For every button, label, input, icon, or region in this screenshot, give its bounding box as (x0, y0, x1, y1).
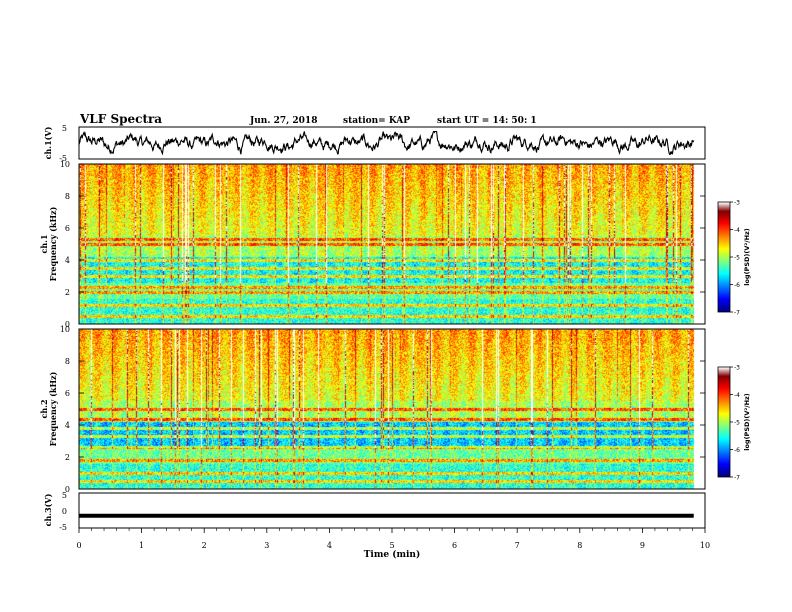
time-tick-label: 7 (515, 541, 520, 550)
ch1-waveform-line (78, 130, 695, 156)
colorbar-tick-label: -5 (734, 255, 740, 262)
ch1-ylabel: ch.1(V) (43, 126, 53, 159)
ch3-waveform-frame (78, 492, 706, 529)
station-label: station= KAP (343, 116, 410, 126)
colorbar-tick-label: -7 (734, 310, 740, 317)
spectrogram-ytick-label: 2 (65, 288, 70, 297)
date-label: Jun. 27, 2018 (249, 116, 317, 126)
start-time-label: start UT = 14: 50: 1 (437, 116, 537, 126)
ch2-colorbar-ticks: -3 -4 -5 -6 -7 (730, 365, 740, 482)
ch2-spectrogram-panel: 0 2 4 6 8 10 ch.2 Frequency (kHz) (39, 325, 706, 494)
spectrogram-ytick-label: 0 (65, 485, 70, 494)
spectrogram-ytick-label: 8 (65, 192, 70, 201)
ch1-spectrogram-yticks: 0 2 4 6 8 10 (60, 160, 705, 329)
time-tick-label: 5 (389, 541, 394, 550)
colorbar-tick-label: -5 (734, 420, 740, 427)
ch3-waveform-panel: 5 0 -5 ch.3(V) 0 1 2 3 4 5 6 7 8 9 10 Time (min) (43, 491, 710, 560)
ch1-ytick-top: 5 (62, 124, 67, 133)
ch3-ytick-top: 5 (62, 491, 67, 500)
figure-title: VLF Spectra (79, 112, 162, 126)
time-tick-label: 10 (700, 541, 710, 550)
ch2-spectrogram-ylabel: ch.2 (39, 399, 49, 418)
spectrogram-ytick-label: 8 (65, 357, 70, 366)
ch3-ytick-bottom: -5 (59, 523, 67, 532)
colorbar-tick-label: -6 (734, 282, 740, 289)
spectrogram-ytick-label: 0 (65, 320, 70, 329)
spectrogram-ytick-label: 2 (65, 453, 70, 462)
time-tick-label: 1 (139, 541, 144, 550)
spectrogram-ytick-label: 10 (60, 325, 70, 334)
time-tick-label: 9 (640, 541, 645, 550)
ch1-frequency-label: Frequency (kHz) (48, 206, 58, 281)
spectrogram-ytick-label: 6 (65, 389, 70, 398)
ch1-colorbar-ticks: -3 -4 -5 -6 -7 (730, 200, 740, 317)
ch1-colorbar-gradient (718, 202, 730, 312)
ch1-spectrogram-frame (78, 163, 706, 325)
colorbar-tick-label: -7 (734, 475, 740, 482)
ch1-spectrogram-panel: 0 2 4 6 8 10 ch.1 Frequency (kHz) (39, 160, 706, 329)
colorbar-tick-label: -4 (734, 227, 740, 234)
ch2-spectrogram-frame (78, 328, 706, 490)
colorbar-tick-label: -3 (734, 365, 740, 372)
colorbar-tick-label: -6 (734, 447, 740, 454)
ch2-frequency-label: Frequency (kHz) (48, 371, 58, 446)
ch3-ytick-middle: 0 (62, 507, 67, 516)
ch1-waveform-frame (78, 126, 706, 160)
ch2-spectrogram-image (79, 329, 705, 489)
colorbar-tick-label: -4 (734, 392, 740, 399)
time-tick-label: 6 (452, 541, 457, 550)
ch1-spectrogram-image (79, 164, 705, 324)
time-axis-ticks: 0 1 2 3 4 5 6 7 8 9 10 (76, 528, 710, 550)
ch1-waveform-panel: 5 -5 ch.1(V) (43, 124, 706, 163)
time-tick-label: 2 (202, 541, 207, 550)
ch1-colorbar-label: log(PSD)(V²/Hz) (743, 228, 751, 286)
spectrogram-ytick-label: 6 (65, 224, 70, 233)
ch2-colorbar-label: log(PSD)(V²/Hz) (743, 393, 751, 451)
ch3-ylabel: ch.3(V) (43, 493, 53, 526)
colorbar-tick-label: -3 (734, 200, 740, 207)
time-tick-label: 8 (577, 541, 582, 550)
ch2-colorbar-gradient (718, 367, 730, 477)
ch2-spectrogram-yticks: 0 2 4 6 8 10 (60, 325, 705, 494)
spectrogram-ytick-label: 4 (65, 421, 70, 430)
ch1-ytick-bottom: -5 (59, 154, 67, 163)
spectrogram-ytick-label: 4 (65, 256, 70, 265)
ch2-colorbar: -3 -4 -5 -6 -7 log(PSD)(V²/Hz) (717, 365, 751, 482)
ch1-colorbar: -3 -4 -5 -6 -7 log(PSD)(V²/Hz) (717, 200, 751, 317)
time-axis-label: Time (min) (364, 549, 421, 560)
time-tick-label: 0 (76, 541, 81, 550)
time-tick-label: 3 (264, 541, 269, 550)
spectrogram-ytick-label: 10 (60, 160, 70, 169)
ch1-spectrogram-ylabel: ch.1 (39, 234, 49, 253)
time-tick-label: 4 (327, 541, 332, 550)
